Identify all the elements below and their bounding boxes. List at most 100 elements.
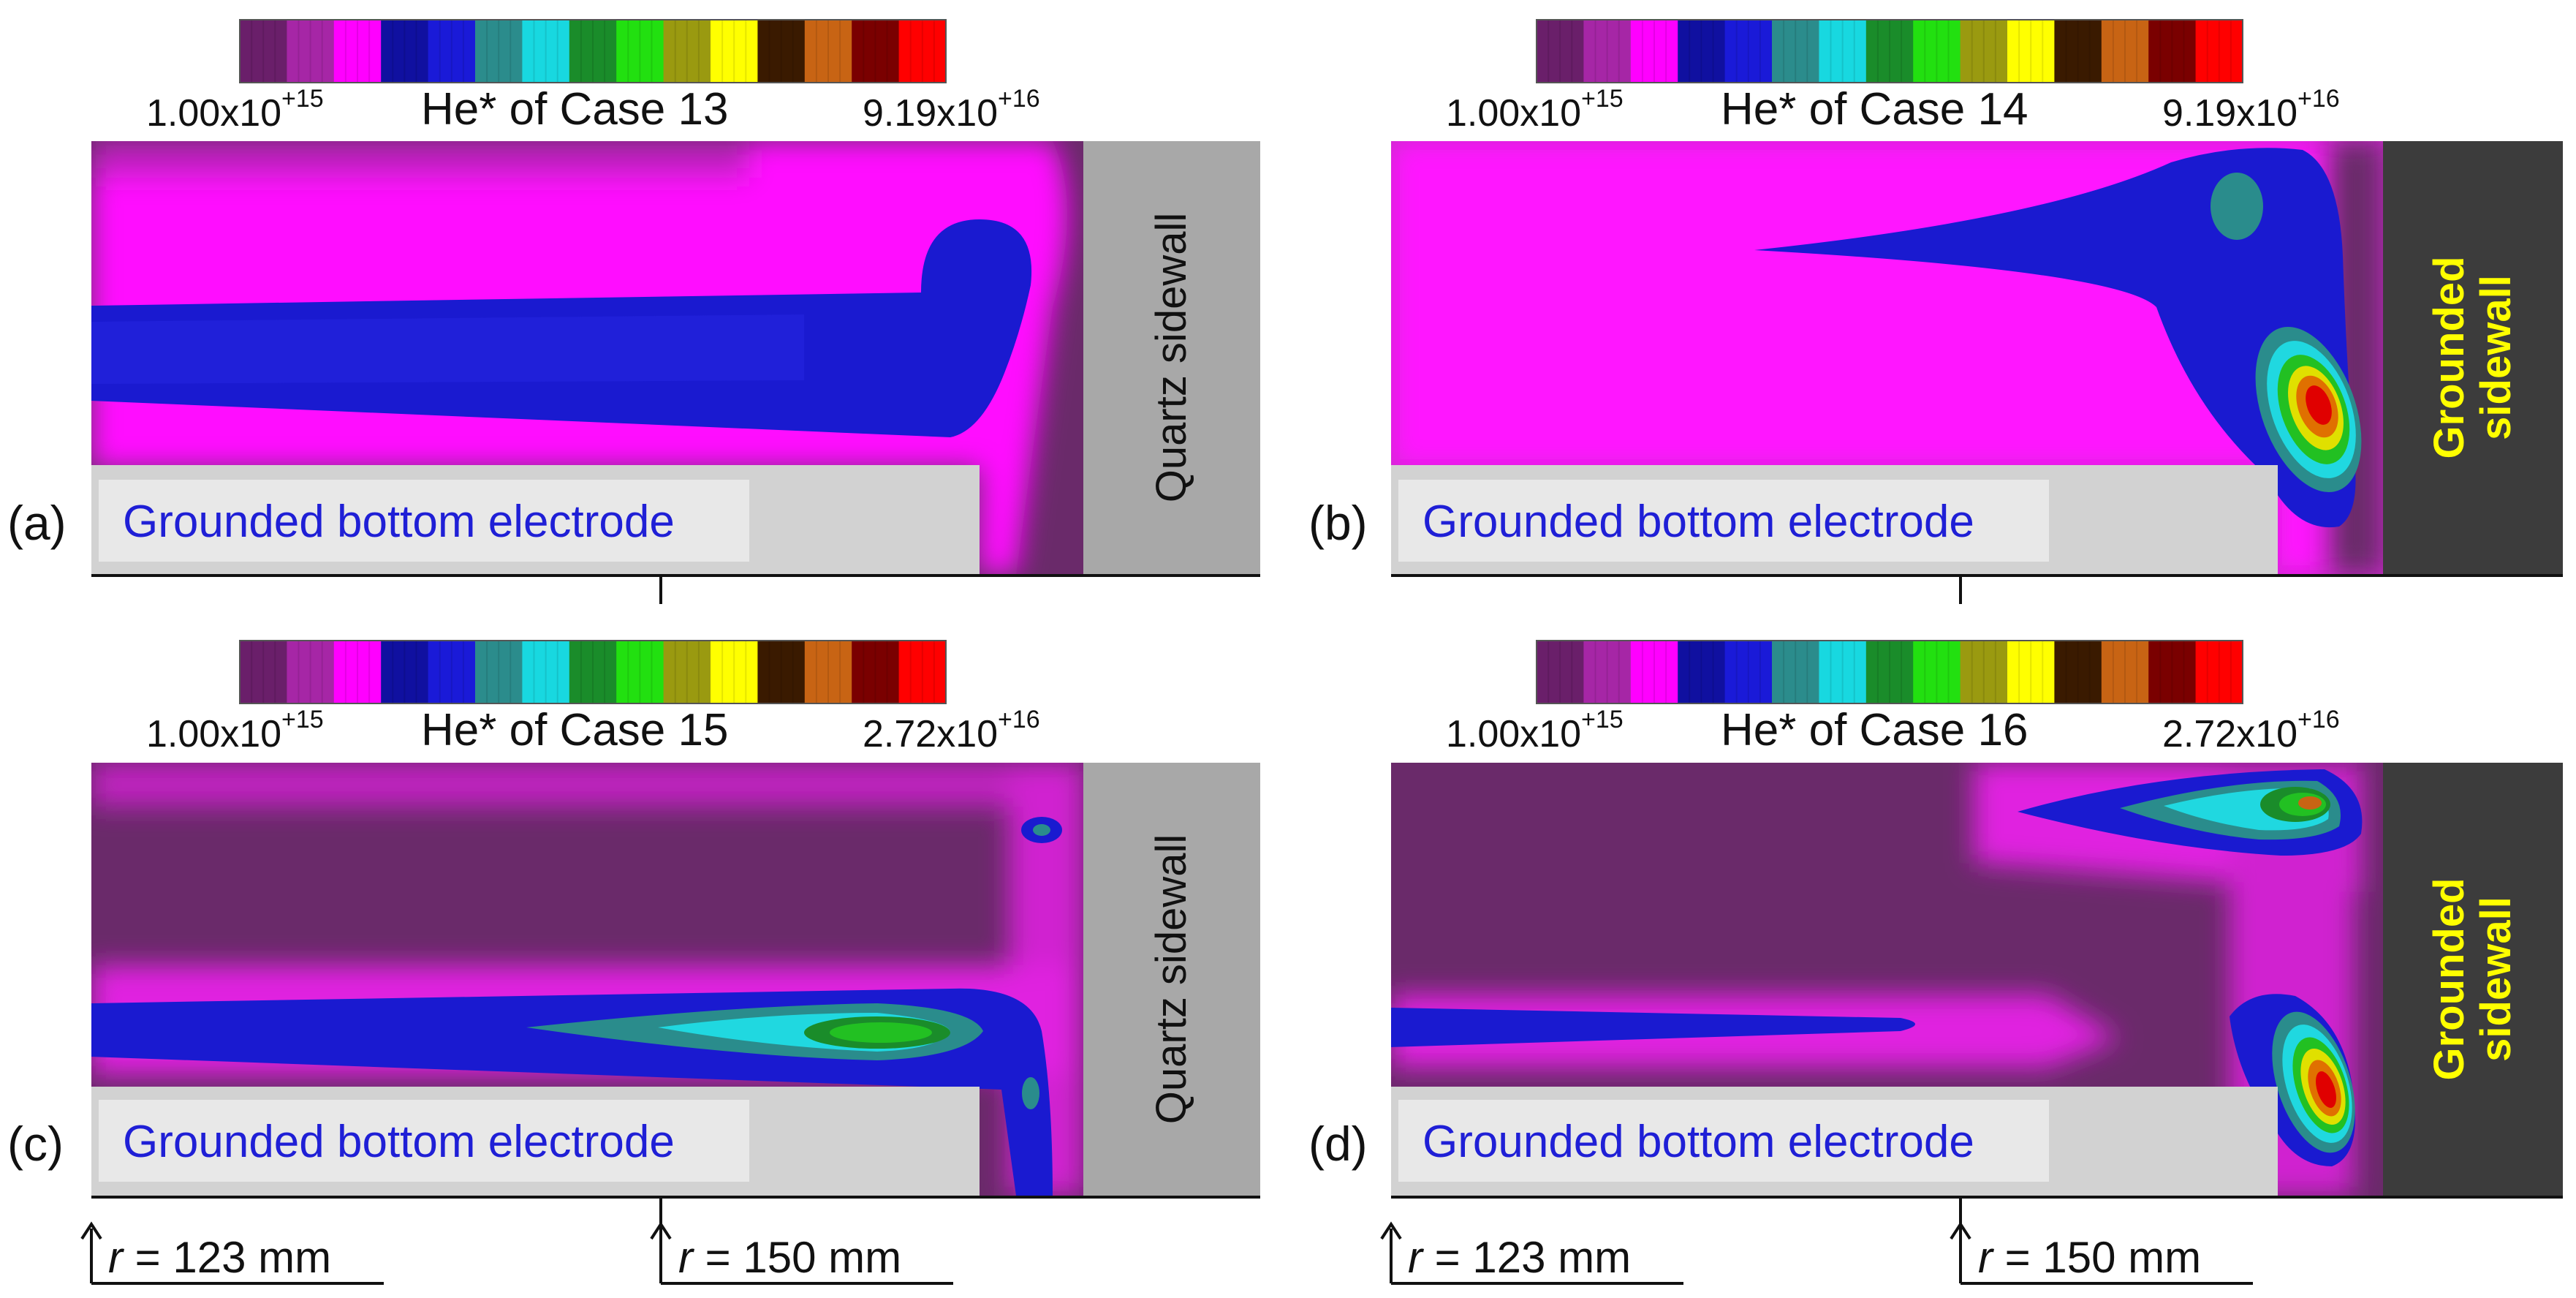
sidewall-b-label-1: Grounded	[2425, 256, 2473, 459]
colorbar-bin	[2195, 641, 2243, 703]
colorbar-bin	[475, 20, 523, 83]
colorbar-bin	[1724, 20, 1773, 83]
colorbar-bin	[711, 641, 758, 703]
colorbar-bin	[1913, 641, 1961, 703]
sidewall-d	[2383, 763, 2563, 1196]
electrode-a-label: Grounded bottom electrode	[123, 497, 675, 547]
colorbar-frame	[239, 640, 947, 704]
electrode-b-label: Grounded bottom electrode	[1423, 497, 1974, 547]
colorbar-bin	[569, 641, 617, 703]
panel-c: 1.00x10+15 He* of Case 15 2.72x10+16 Gro…	[7, 640, 1260, 1199]
panel-b-label: (b)	[1308, 496, 1368, 550]
colorbar-bin	[1678, 641, 1726, 703]
sidewall-d-label-1: Grounded	[2425, 878, 2473, 1080]
colorbar-bin	[1630, 641, 1678, 703]
contour-b-hotspot	[2255, 326, 2362, 493]
colorbar-bin	[1630, 20, 1678, 83]
colorbar-bin	[804, 641, 852, 703]
colorbar-bin	[852, 641, 900, 703]
svg-text:r = 123 mm: r = 123 mm	[1408, 1233, 1631, 1282]
colorbar-bin	[1772, 20, 1819, 83]
electrode-c-label-box	[99, 1100, 749, 1182]
contour-b-teal-spot	[2211, 173, 2263, 240]
colorbar-bin	[2054, 641, 2102, 703]
colorbar-b	[1536, 19, 2243, 83]
colorbar-bin	[428, 20, 476, 83]
electrode-c-label: Grounded bottom electrode	[123, 1117, 675, 1167]
colorbar-a-max: 9.19x10+16	[863, 85, 1040, 135]
colorbar-d	[1536, 640, 2243, 704]
colorbar-bin	[333, 20, 382, 83]
svg-text:r = 150 mm: r = 150 mm	[678, 1233, 901, 1282]
colorbar-bin	[1819, 20, 1867, 83]
colorbar-bin	[1583, 641, 1632, 703]
colorbar-c-max: 2.72x10+16	[863, 706, 1040, 755]
sidewall-a-label: Quartz sidewall	[1148, 213, 1195, 502]
colorbar-c-title: He* of Case 15	[421, 705, 728, 755]
sidewall-c-label: Quartz sidewall	[1148, 834, 1195, 1124]
panel-a-label: (a)	[7, 496, 67, 550]
sidewall-d-label-2: sidewall	[2472, 897, 2520, 1062]
contour-d-blue-streak	[1391, 1008, 1915, 1047]
electrode-d-label-box	[1398, 1100, 2049, 1182]
contour-d-hotspot	[2230, 994, 2355, 1166]
colorbar-bin	[381, 20, 429, 83]
colorbar-frame	[239, 19, 947, 83]
colorbar-bin	[2007, 641, 2055, 703]
colorbar-bin	[1678, 20, 1726, 83]
colorbar-bin	[2101, 20, 2149, 83]
colorbar-bin	[381, 641, 429, 703]
colorbar-bin	[333, 641, 382, 703]
colorbar-bin	[2195, 20, 2243, 83]
colorbar-bin	[1960, 641, 2008, 703]
colorbar-a-title: He* of Case 13	[421, 84, 728, 135]
colorbar-a	[239, 19, 947, 83]
colorbar-bin	[2007, 20, 2055, 83]
colorbar-bin	[1772, 641, 1819, 703]
svg-text:r = 123 mm: r = 123 mm	[108, 1233, 331, 1282]
colorbar-bin	[522, 641, 570, 703]
colorbar-bin	[1865, 641, 1914, 703]
colorbar-b-title: He* of Case 14	[1721, 84, 2028, 135]
colorbar-bin	[2148, 20, 2197, 83]
electrode-a-label-box	[99, 480, 749, 562]
colorbar-frame	[1536, 19, 2243, 83]
colorbar-d-min: 1.00x10+15	[1446, 706, 1624, 755]
colorbar-d-title: He* of Case 16	[1721, 705, 2028, 755]
colorbar-bin	[1865, 20, 1914, 83]
colorbar-bin	[2101, 641, 2149, 703]
colorbar-bin	[1913, 20, 1961, 83]
r150-marker-left: r = 150 mm	[650, 1197, 953, 1285]
colorbar-d-max: 2.72x10+16	[2162, 706, 2340, 755]
colorbar-frame	[1536, 640, 2243, 704]
electrode-d-label: Grounded bottom electrode	[1423, 1117, 1974, 1167]
colorbar-bin	[1537, 20, 1584, 83]
colorbar-bin	[757, 641, 806, 703]
colorbar-bin	[287, 20, 335, 83]
colorbar-bin	[1724, 641, 1773, 703]
contour-b-blue-region	[1754, 148, 2356, 528]
colorbar-bin	[898, 641, 947, 703]
colorbar-bin	[898, 20, 947, 83]
colorbar-bin	[1960, 20, 2008, 83]
colorbar-bin	[616, 20, 664, 83]
panel-d-label: (d)	[1308, 1117, 1368, 1171]
sidewall-c	[1083, 763, 1260, 1196]
colorbar-bin	[240, 641, 287, 703]
colorbar-a-min: 1.00x10+15	[146, 85, 324, 135]
panel-a: 1.00x10+15 He* of Case 13 9.19x10+16 Gro…	[7, 19, 1260, 604]
colorbar-bin	[522, 20, 570, 83]
r123-marker-left: r = 123 mm	[80, 1221, 384, 1285]
sidewall-b	[2383, 141, 2563, 574]
colorbar-b-min: 1.00x10+15	[1446, 85, 1624, 135]
colorbar-bin	[616, 641, 664, 703]
colorbar-b-max: 9.19x10+16	[2162, 85, 2340, 135]
colorbar-bin	[804, 20, 852, 83]
colorbar-bin	[569, 20, 617, 83]
panel-b: 1.00x10+15 He* of Case 14 9.19x10+16 Gro…	[1308, 19, 2563, 604]
colorbar-bin	[240, 20, 287, 83]
colorbar-bin	[1537, 641, 1584, 703]
r150-marker-right: r = 150 mm	[1950, 1197, 2253, 1285]
colorbar-bin	[711, 20, 758, 83]
